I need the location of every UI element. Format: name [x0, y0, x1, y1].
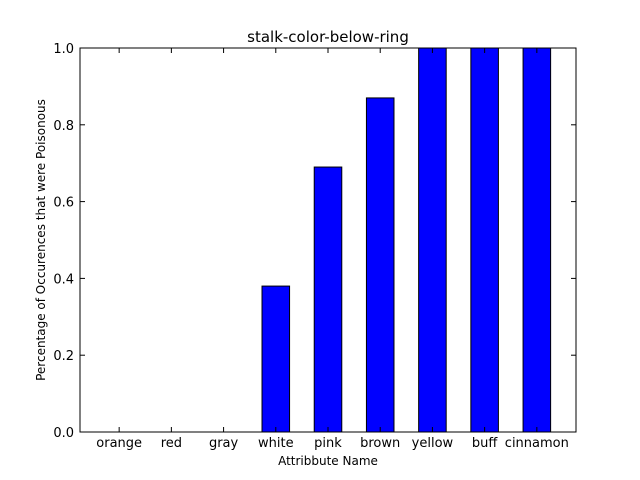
bar-yellow — [418, 47, 447, 433]
x-tick-label: white — [258, 436, 294, 451]
x-tick-label: pink — [314, 436, 342, 451]
y-tick-label: 0.2 — [53, 349, 74, 364]
bar-buff — [470, 47, 499, 433]
x-tick-label: gray — [209, 436, 239, 451]
y-tick-label: 1.0 — [53, 42, 74, 57]
y-tick-label: 0.6 — [53, 196, 74, 211]
x-tick-label: orange — [96, 436, 142, 451]
bar-cinnamon — [522, 47, 552, 433]
x-axis-label: Attribbute Name — [278, 454, 378, 468]
y-axis: 0.0 0.2 0.4 0.6 0.8 1.0 — [53, 42, 576, 441]
bar-brown — [365, 97, 395, 433]
x-axis: orange red gray white pink brown yellow buff cin… — [96, 48, 569, 451]
y-tick-label: 0.0 — [53, 426, 74, 441]
x-tick-label: red — [161, 436, 182, 451]
chart-title: stalk-color-below-ring — [247, 28, 409, 46]
y-tick-label: 0.8 — [53, 119, 74, 134]
x-tick-label: buff — [472, 436, 498, 451]
x-tick-label: yellow — [412, 436, 454, 451]
y-axis-label: Percentage of Occurences that were Poiso… — [34, 99, 48, 381]
bar-white — [261, 285, 291, 433]
x-tick-label: brown — [360, 436, 400, 451]
bars-group — [261, 47, 552, 433]
y-tick-label: 0.4 — [53, 272, 74, 287]
x-tick-label: cinnamon — [505, 436, 569, 451]
bar-pink — [313, 166, 343, 433]
